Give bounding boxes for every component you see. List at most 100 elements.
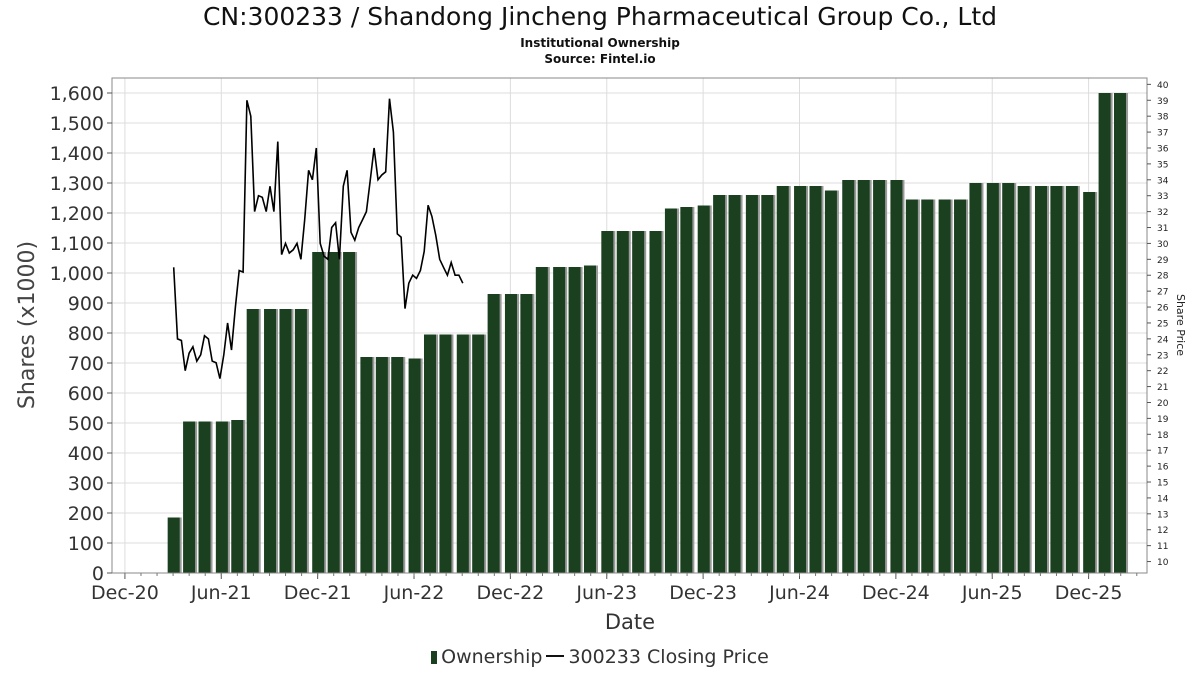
y-tick-label: 0 [92, 563, 104, 585]
y2-tick-label: 11 [1157, 542, 1168, 552]
x-tick-label: Dec-25 [1055, 582, 1123, 604]
ownership-bar [1017, 186, 1030, 573]
ownership-bar [246, 309, 259, 573]
y2-tick-label: 26 [1157, 304, 1169, 314]
ownership-bar [215, 421, 228, 573]
plot-frame [111, 77, 1148, 574]
price-line-path [172, 98, 464, 379]
y2-tick-label: 29 [1157, 256, 1169, 266]
y-tick-label: 400 [68, 443, 104, 465]
x-tick-label: Jun-24 [768, 582, 830, 604]
ownership-bar [1098, 93, 1111, 573]
ownership-bar [535, 267, 548, 573]
y-tick-label: 1,600 [50, 83, 104, 105]
price-line [172, 98, 464, 379]
chart-source: Source: Fintel.io [544, 52, 656, 66]
x-axis: Dec-20 Jun-21 Dec-21 Jun-22 Dec-22 Jun-23 Dec-… [91, 573, 1138, 604]
x-tick-label: Jun-25 [961, 582, 1023, 604]
ownership-bar [360, 357, 373, 573]
chart-subtitle: Institutional Ownership [520, 36, 680, 50]
y-tick-label: 700 [68, 353, 104, 375]
ownership-bar [969, 183, 982, 573]
ownership-bar [1034, 186, 1048, 573]
ownership-bar [472, 334, 485, 573]
ownership-bar [697, 205, 710, 573]
legend-bar-swatch [431, 651, 438, 664]
ownership-bar [1002, 183, 1015, 573]
y-axis-right: 10 11 12 13 14 15 16 17 18 19 20 21 22 23 24 25 26 27 28 29… [1147, 81, 1169, 568]
y-tick-label: 1,500 [50, 113, 104, 135]
y2-tick-label: 40 [1157, 81, 1169, 91]
ownership-bar [664, 208, 677, 573]
ownership-bar [761, 195, 774, 573]
ownership-bar [568, 267, 581, 573]
legend-ownership: Ownership [441, 646, 543, 668]
ownership-bar [167, 517, 180, 573]
ownership-bar [439, 334, 452, 573]
ownership-bar [183, 421, 196, 573]
ownership-bar [424, 334, 437, 573]
ownership-bar [601, 231, 614, 573]
ownership-bar [616, 231, 629, 573]
y2-tick-label: 13 [1157, 510, 1168, 520]
y-tick-label: 1,000 [50, 263, 104, 285]
y2-tick-label: 36 [1157, 144, 1169, 154]
y2-tick-label: 31 [1157, 224, 1168, 234]
y-tick-label: 100 [68, 533, 104, 555]
y2-tick-label: 17 [1157, 447, 1168, 457]
legend-line-swatch [546, 655, 565, 657]
ownership-bar [312, 252, 325, 573]
ownership-bar [583, 265, 597, 573]
ownership-bar [231, 420, 244, 573]
y2-tick-label: 33 [1157, 192, 1168, 202]
ownership-bar [1050, 186, 1063, 573]
y-tick-label: 1,200 [50, 203, 104, 225]
ownership-bar [649, 231, 662, 573]
ownership-bar [553, 267, 566, 573]
x-tick-label: Dec-22 [476, 582, 544, 604]
y2-tick-label: 37 [1157, 129, 1168, 139]
y-tick-label: 800 [68, 323, 104, 345]
ownership-bar [986, 183, 999, 573]
ownership-bar [294, 309, 307, 573]
y2-tick-label: 20 [1157, 399, 1169, 409]
y2-tick-label: 12 [1157, 526, 1168, 536]
y2-tick-label: 39 [1157, 97, 1169, 107]
ownership-bar [375, 357, 388, 573]
y2-axis-label: Share Price [1174, 294, 1187, 356]
y2-tick-label: 34 [1157, 176, 1169, 186]
y2-tick-label: 14 [1157, 494, 1169, 504]
ownership-bar [728, 195, 741, 573]
ownership-bar [776, 186, 789, 573]
y2-tick-label: 24 [1157, 335, 1169, 345]
ownership-bar [954, 199, 967, 573]
x-tick-label: Dec-23 [669, 582, 737, 604]
ownership-bar [408, 358, 421, 573]
y2-tick-label: 27 [1157, 288, 1168, 298]
ownership-bar [713, 195, 726, 573]
ownership-bar [809, 186, 822, 573]
ownership-bar [842, 180, 855, 573]
ownership-bars [167, 93, 1129, 573]
ownership-bar [264, 309, 277, 573]
ownership-bar [1065, 186, 1078, 573]
ownership-bar [343, 252, 356, 573]
x-axis-label: Date [605, 610, 655, 634]
y-axis-label: Shares (x1000) [15, 241, 40, 409]
ownership-bar [632, 231, 645, 573]
chart-title: CN:300233 / Shandong Jincheng Pharmaceut… [202, 2, 998, 31]
y-tick-label: 300 [68, 473, 104, 495]
y-tick-label: 1,400 [50, 143, 104, 165]
x-tick-label: Jun-22 [383, 582, 445, 604]
ownership-bar [824, 190, 837, 573]
ownership-bar [487, 294, 500, 573]
y2-tick-label: 21 [1157, 383, 1168, 393]
legend: Ownership 300233 Closing Price [0, 646, 1200, 668]
ownership-bar [456, 334, 469, 573]
ownership-bar [680, 207, 693, 573]
x-tick-label: Dec-21 [284, 582, 352, 604]
y-tick-label: 200 [68, 503, 104, 525]
ownership-bar [938, 199, 951, 573]
ownership-bar [873, 180, 886, 573]
